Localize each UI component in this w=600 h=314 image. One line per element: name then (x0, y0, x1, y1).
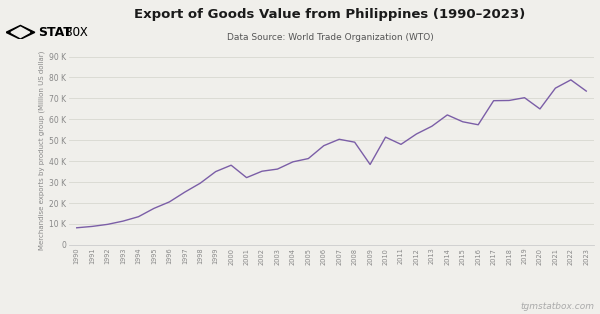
Polygon shape (6, 25, 35, 39)
Text: STAT: STAT (38, 26, 72, 39)
Text: Data Source: World Trade Organization (WTO): Data Source: World Trade Organization (W… (227, 33, 433, 42)
Y-axis label: Merchandise exports by product group (Million US dollar): Merchandise exports by product group (Mi… (38, 51, 45, 250)
Polygon shape (11, 27, 30, 38)
Text: Export of Goods Value from Philippines (1990–2023): Export of Goods Value from Philippines (… (134, 8, 526, 21)
Text: BOX: BOX (65, 26, 88, 39)
Text: tgmstatbox.com: tgmstatbox.com (520, 302, 594, 311)
